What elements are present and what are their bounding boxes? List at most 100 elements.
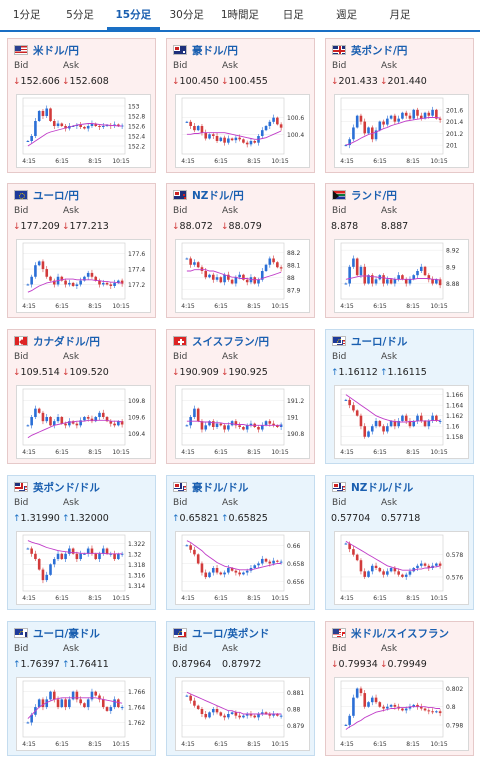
x-tick-label: 6:15 (214, 158, 228, 165)
x-tick-label: 10:15 (112, 595, 129, 602)
pair-name-link[interactable]: 米ドル/円 (33, 44, 79, 57)
y-tick-label: 1.164 (446, 403, 463, 410)
card-header[interactable]: 米ドル/円 (14, 43, 79, 57)
price-chart[interactable]: 88.2 88.1 88 87.9 4:15 6:15 8:15 10:15 (175, 239, 310, 313)
price-chart[interactable]: 0.802 0.8 0.798 4:15 6:15 8:15 10:15 (334, 677, 469, 751)
pair-name-link[interactable]: NZドル/ドル (351, 481, 414, 494)
pair-name-link[interactable]: ランド/円 (351, 189, 397, 202)
x-tick-label: 4:15 (22, 449, 36, 456)
candle-body (355, 410, 359, 416)
card-header[interactable]: 米ドル/スイスフラン (332, 626, 449, 640)
candle-body (37, 699, 41, 708)
price-chart[interactable]: 0.881 0.88 0.879 4:15 6:15 8:15 10:15 (175, 677, 310, 751)
tab-timeframe-3[interactable]: 30分足 (169, 9, 204, 21)
candle-body (200, 421, 204, 430)
price-chart[interactable]: 100.6 100.4 4:15 6:15 8:15 10:15 (175, 94, 310, 168)
card-header[interactable]: ユーロ/豪ドル (14, 626, 100, 640)
rate-card[interactable]: スイスフラン/円 Bid Ask ↓190.909 ↓190.925 191.2 191 19… (166, 329, 315, 464)
candle-body (419, 115, 423, 119)
candle-body (344, 145, 348, 147)
rate-card[interactable]: ユーロ/円 Bid Ask ↓177.209 ↓177.213 177.6 177.4 177… (7, 183, 156, 318)
card-header[interactable]: 豪ドル/円 (173, 43, 238, 57)
timeframe-tabs: 1分足 5分足 15分足 30分足 1時間足 日足 週足 月足 (0, 0, 480, 32)
rate-card[interactable]: NZドル/円 Bid Ask ↓88.072 ↓88.079 88.2 88.1 88 87.9… (166, 183, 315, 318)
card-header[interactable]: 英ポンド/ドル (14, 480, 100, 494)
candle-body (208, 134, 211, 139)
rate-card[interactable]: 豪ドル/ドル Bid Ask ↑0.65821 ↑0.65825 0.66 0.658 0.6… (166, 475, 315, 610)
price-chart[interactable]: 177.6 177.4 177.2 4:15 6:15 8:15 10:15 (16, 239, 151, 313)
card-header[interactable]: ユーロ/英ポンド (173, 626, 269, 640)
card-header[interactable]: 英ポンド/円 (332, 43, 407, 57)
pair-name-link[interactable]: 英ポンド/ドル (33, 481, 100, 494)
price-chart[interactable]: 8.92 8.9 8.88 4:15 6:15 8:15 10:15 (334, 239, 469, 313)
pair-name-link[interactable]: カナダドル/円 (33, 335, 100, 348)
candle-body (45, 108, 49, 116)
candle-body (90, 272, 94, 277)
price-chart[interactable]: 191.2 191 190.8 4:15 6:15 8:15 10:15 (175, 385, 310, 459)
pair-name-link[interactable]: 英ポンド/円 (351, 44, 408, 57)
candle-body (431, 279, 434, 284)
candle-body (245, 279, 249, 283)
rate-card[interactable]: 英ポンド/円 Bid Ask ↓201.433 ↓201.440 201.6 201.4 20… (325, 38, 474, 173)
price-chart[interactable]: 109.8 109.6 109.4 4:15 6:15 8:15 10:15 (16, 385, 151, 459)
rate-card[interactable]: NZドル/ドル Bid Ask 0.57704 0.57718 0.578 0.576 4:1… (325, 475, 474, 610)
candle-body (37, 408, 41, 413)
rate-card[interactable]: 米ドル/円 Bid Ask ↓152.606 ↓152.608 153 152.8 152.6… (7, 38, 156, 173)
rate-card[interactable]: 米ドル/スイスフラン Bid Ask ↓0.79934 ↓0.79949 0.802 0.8… (325, 621, 474, 756)
pair-name-link[interactable]: ユーロ/豪ドル (33, 627, 100, 640)
price-chart[interactable]: 201.6 201.4 201.2 201 4:15 6:15 8:15 10:15 (334, 94, 469, 168)
tab-timeframe-5[interactable]: 日足 (282, 9, 304, 21)
ask-price: 100.455 (228, 76, 268, 87)
y-tick-label: 0.881 (287, 690, 304, 697)
card-header[interactable]: 豪ドル/ドル (173, 480, 248, 494)
tab-timeframe-4[interactable]: 1時間足 (220, 9, 260, 21)
card-header[interactable]: ランド/円 (332, 188, 397, 202)
card-header[interactable]: NZドル/円 (173, 188, 244, 202)
tab-timeframe-1[interactable]: 5分足 (66, 9, 94, 21)
pair-name-link[interactable]: 豪ドル/円 (192, 44, 238, 57)
rate-card[interactable]: 英ポンド/ドル Bid Ask ↑1.31990 ↑1.32000 1.322 1.32 1.… (7, 475, 156, 610)
ask-price: 152.608 (69, 76, 109, 87)
candle-body (52, 280, 56, 285)
rate-card[interactable]: ユーロ/英ポンド Bid Ask 0.87964 0.87972 0.881 0.88 0.8… (166, 621, 315, 756)
tab-timeframe-7[interactable]: 月足 (389, 9, 411, 21)
pair-name-link[interactable]: ユーロ/円 (33, 189, 79, 202)
bid-label: Bid (173, 352, 188, 362)
rate-card[interactable]: カナダドル/円 Bid Ask ↓109.514 ↓109.520 109.8 109.6 1… (7, 329, 156, 464)
candlestick-chart: 153 152.8 152.6 152.4 152.2 4:15 6:15 8:15 10:15 (22, 97, 145, 165)
pair-name-link[interactable]: スイスフラン/円 (192, 335, 270, 348)
candle-body (41, 261, 45, 270)
pair-name-link[interactable]: ユーロ/英ポンド (192, 627, 270, 640)
candle-body (71, 126, 75, 127)
candle-body (117, 280, 120, 283)
card-header[interactable]: NZドル/ドル (332, 480, 413, 494)
tab-timeframe-2[interactable]: 15分足 (106, 0, 160, 30)
candle-body (49, 564, 52, 575)
price-chart[interactable]: 153 152.8 152.6 152.4 152.2 4:15 6:15 8:15 10:15 (16, 94, 151, 168)
candle-body (234, 570, 238, 573)
pair-name-link[interactable]: 米ドル/スイスフラン (351, 627, 450, 640)
pair-name-link[interactable]: 豪ドル/ドル (192, 481, 249, 494)
candle-body (416, 704, 419, 707)
rate-card[interactable]: ユーロ/豪ドル Bid Ask ↑1.76397 ↑1.76411 1.766 1.764 1… (7, 621, 156, 756)
rate-card[interactable]: ユーロ/ドル Bid Ask ↑1.16112 ↑1.16115 1.166 1.164 1.… (325, 329, 474, 464)
card-header[interactable]: ユーロ/ドル (332, 334, 407, 348)
card-header[interactable]: ユーロ/円 (14, 188, 79, 202)
card-header[interactable]: カナダドル/円 (14, 334, 100, 348)
rate-card[interactable]: 豪ドル/円 Bid Ask ↓100.450 ↓100.455 100.6 100.4 4:1… (166, 38, 315, 173)
tab-timeframe-6[interactable]: 週足 (336, 9, 358, 21)
price-chart[interactable]: 1.766 1.764 1.762 4:15 6:15 8:15 10:15 (16, 677, 151, 751)
pair-name-link[interactable]: NZドル/円 (192, 189, 244, 202)
price-chart[interactable]: 1.322 1.32 1.318 1.316 1.314 4:15 6:15 8:15 10:1… (16, 531, 151, 605)
tab-timeframe-0[interactable]: 1分足 (12, 9, 41, 21)
price-chart[interactable]: 0.578 0.576 4:15 6:15 8:15 10:15 (334, 531, 469, 605)
rate-card[interactable]: ランド/円 Bid Ask 8.878 8.887 8.92 8.9 8.88 4:15 6:15… (325, 183, 474, 318)
moving-average-line (345, 117, 441, 146)
card-header[interactable]: スイスフラン/円 (173, 334, 269, 348)
candle-body (363, 266, 367, 284)
price-chart[interactable]: 0.66 0.658 0.656 4:15 6:15 8:15 10:15 (175, 531, 310, 605)
candle-body (211, 709, 215, 713)
price-chart[interactable]: 1.166 1.164 1.162 1.16 1.158 4:15 6:15 8:15 10:1… (334, 385, 469, 459)
x-tick-label: 4:15 (181, 158, 195, 165)
pair-name-link[interactable]: ユーロ/ドル (351, 335, 408, 348)
